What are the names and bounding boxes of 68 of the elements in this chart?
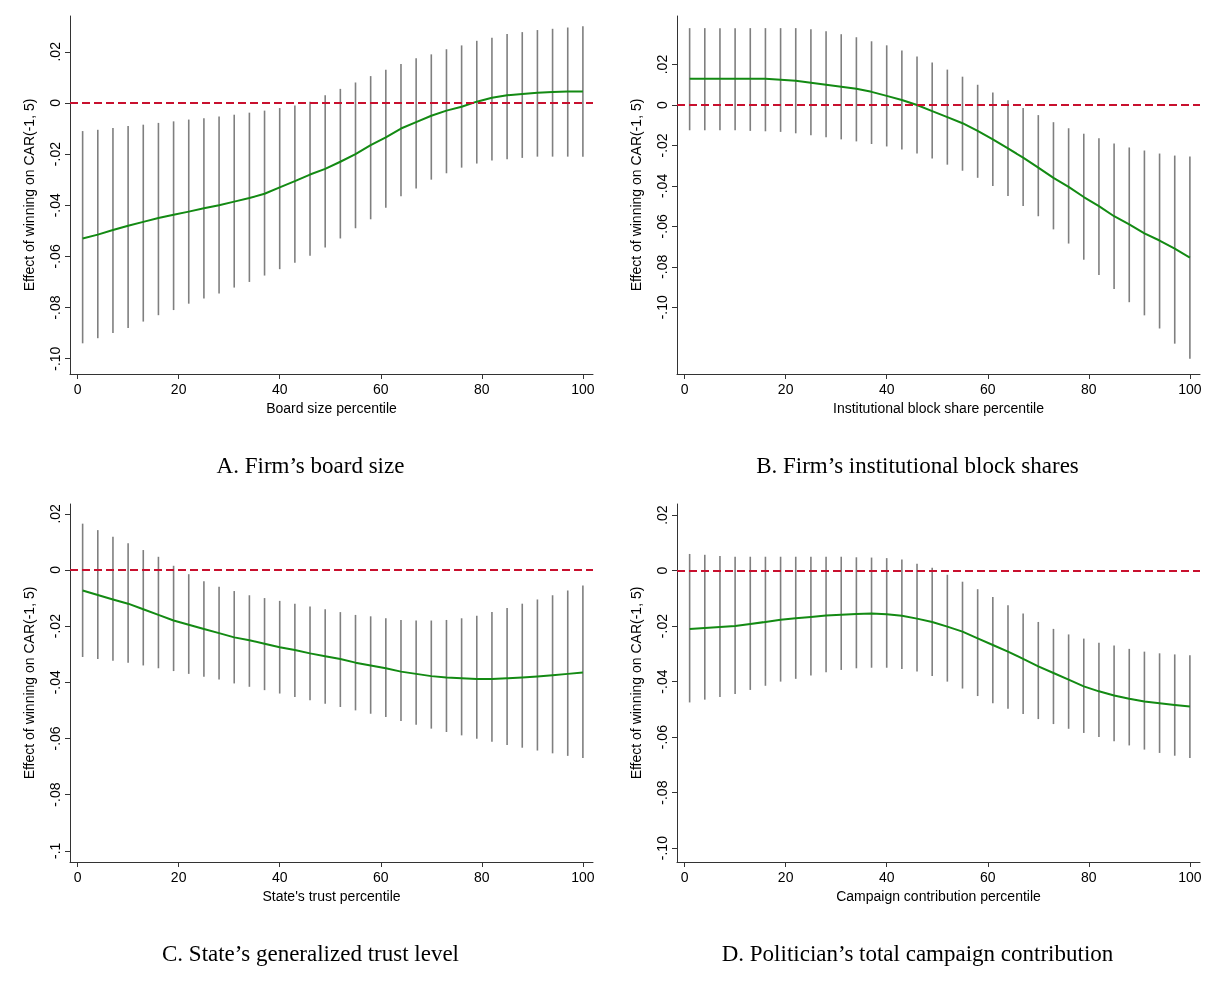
x-tick-label: 60 xyxy=(979,869,996,885)
y-tick-label: -.06 xyxy=(654,214,670,239)
x-axis-title: Campaign contribution percentile xyxy=(836,887,1042,904)
y-tick-label: 0 xyxy=(654,566,670,575)
x-tick-label: 20 xyxy=(777,381,794,397)
x-tick-label: 80 xyxy=(474,381,490,397)
y-tick-label: -.10 xyxy=(654,294,670,320)
y-tick-label: -.02 xyxy=(47,141,63,167)
x-tick-label: 40 xyxy=(271,869,288,885)
y-tick-label: -.08 xyxy=(47,782,63,807)
y-axis-title: Effect of winning on CAR(-1, 5) xyxy=(628,98,644,292)
y-tick-label: -.1 xyxy=(47,842,63,859)
x-tick-label: 0 xyxy=(680,381,689,397)
x-axis-title: State's trust percentile xyxy=(262,887,401,904)
x-tick-label: 100 xyxy=(571,381,595,397)
y-tick-label: -.10 xyxy=(654,835,670,861)
y-tick-label: 0 xyxy=(47,98,63,107)
y-tick-label: -.06 xyxy=(47,244,63,269)
x-tick-label: 0 xyxy=(73,869,82,885)
x-tick-label: 60 xyxy=(979,381,996,397)
x-tick-label: 40 xyxy=(878,869,895,885)
x-tick-label: 60 xyxy=(372,869,389,885)
x-tick-label: 60 xyxy=(372,381,389,397)
line-series xyxy=(688,612,1191,708)
y-tick-label: -.10 xyxy=(47,346,63,371)
text: C. State’s generalized trust level xyxy=(162,941,459,966)
x-tick-label: 40 xyxy=(271,381,288,397)
text: D. Politician’s total campaign contribution xyxy=(721,941,1114,966)
x-axis-title: Board size percentile xyxy=(266,399,398,416)
x-tick-label: 20 xyxy=(170,869,187,885)
x-tick-label: 0 xyxy=(73,381,82,397)
y-tick-label: -.08 xyxy=(654,780,670,805)
x-tick-label: 20 xyxy=(170,381,187,397)
x-axis-title: Institutional block share percentile xyxy=(833,399,1045,416)
y-tick-label: -.04 xyxy=(654,669,670,694)
y-axis-title: Effect of winning on CAR(-1, 5) xyxy=(21,98,37,292)
y-tick-label: -.08 xyxy=(654,254,670,279)
x-tick-label: 80 xyxy=(474,869,490,885)
y-axis-title: Effect of winning on CAR(-1, 5) xyxy=(628,586,644,780)
x-tick-label: 80 xyxy=(1081,381,1097,397)
y-tick-label: -.04 xyxy=(47,670,63,695)
y-tick-label: -.02 xyxy=(47,613,63,639)
line-series xyxy=(81,90,584,240)
line-series xyxy=(688,77,1191,259)
y-tick-label: -.02 xyxy=(654,613,670,639)
y-tick-label: 0 xyxy=(47,565,63,574)
x-tick-label: 20 xyxy=(777,869,794,885)
y-tick-label: -.04 xyxy=(47,192,63,218)
y-tick-label: .02 xyxy=(654,54,670,75)
y-tick-label: .02 xyxy=(654,505,670,525)
y-tick-label: -.04 xyxy=(654,173,670,198)
text: A. Firm’s board size xyxy=(216,453,405,478)
x-tick-label: 100 xyxy=(571,869,595,885)
y-tick-label: .02 xyxy=(47,41,63,62)
y-tick-label: -.08 xyxy=(47,295,63,320)
x-tick-label: 80 xyxy=(1081,869,1097,885)
y-tick-label: -.02 xyxy=(654,133,670,158)
y-tick-label: 0 xyxy=(654,100,670,109)
line-series xyxy=(81,589,584,680)
y-tick-label: .02 xyxy=(47,503,63,524)
x-tick-label: 100 xyxy=(1178,869,1202,885)
x-tick-label: 100 xyxy=(1178,381,1202,397)
y-axis-title: Effect of winning on CAR(-1, 5) xyxy=(21,586,37,780)
y-tick-label: -.06 xyxy=(654,724,670,750)
x-tick-label: 40 xyxy=(878,381,895,397)
x-tick-label: 0 xyxy=(680,869,689,885)
y-tick-label: -.06 xyxy=(47,726,63,751)
text: B. Firm’s institutional block shares xyxy=(756,453,1079,478)
